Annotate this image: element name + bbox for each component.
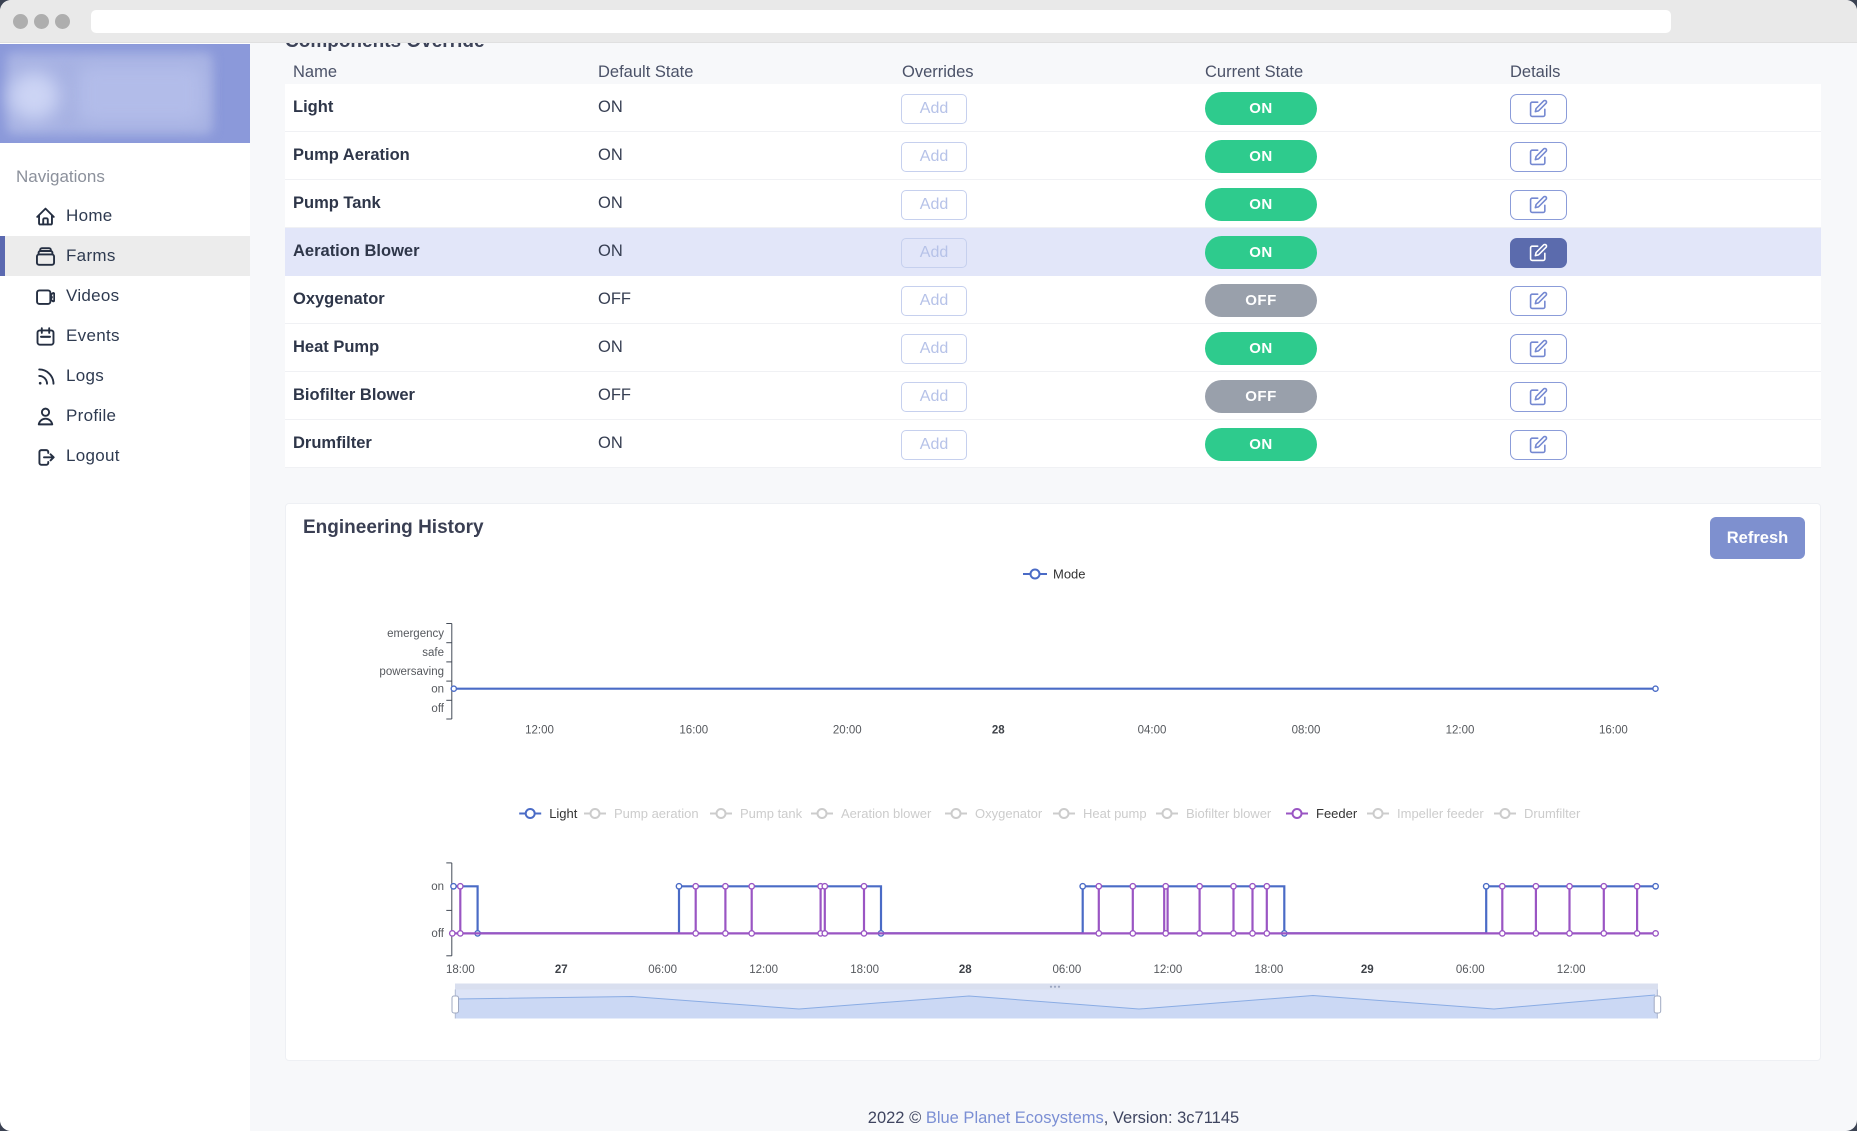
svg-text:Oxygenator: Oxygenator [975,806,1043,821]
svg-text:16:00: 16:00 [1599,725,1628,737]
svg-text:emergency: emergency [387,628,444,640]
svg-text:Drumfilter: Drumfilter [1524,806,1581,821]
svg-text:18:00: 18:00 [1255,964,1284,976]
svg-text:12:00: 12:00 [749,964,778,976]
svg-text:Pump tank: Pump tank [740,806,803,821]
svg-text:on: on [431,881,444,893]
svg-text:powersaving: powersaving [379,666,444,678]
svg-text:Light: Light [549,806,578,821]
svg-text:28: 28 [992,725,1005,737]
svg-text:off: off [431,928,444,940]
svg-text:Heat pump: Heat pump [1083,806,1147,821]
svg-text:safe: safe [422,647,444,659]
svg-text:Impeller feeder: Impeller feeder [1397,806,1484,821]
svg-text:12:00: 12:00 [525,725,554,737]
svg-text:06:00: 06:00 [648,964,677,976]
svg-text:20:00: 20:00 [833,725,862,737]
svg-text:12:00: 12:00 [1557,964,1586,976]
svg-text:off: off [431,703,444,715]
svg-text:04:00: 04:00 [1138,725,1167,737]
svg-text:Biofilter blower: Biofilter blower [1186,806,1272,821]
svg-text:18:00: 18:00 [446,964,475,976]
svg-text:16:00: 16:00 [679,725,708,737]
svg-text:on: on [431,684,444,696]
svg-text:08:00: 08:00 [1292,725,1321,737]
svg-text:27: 27 [555,964,568,976]
svg-text:12:00: 12:00 [1154,964,1183,976]
svg-text:12:00: 12:00 [1446,725,1475,737]
svg-text:28: 28 [959,964,972,976]
svg-text:Pump aeration: Pump aeration [614,806,699,821]
svg-text:06:00: 06:00 [1456,964,1485,976]
svg-text:06:00: 06:00 [1053,964,1082,976]
svg-text:Mode: Mode [1053,567,1086,582]
svg-text:29: 29 [1361,964,1374,976]
svg-text:18:00: 18:00 [850,964,879,976]
svg-text:Feeder: Feeder [1316,806,1358,821]
svg-text:Aeration blower: Aeration blower [841,806,932,821]
